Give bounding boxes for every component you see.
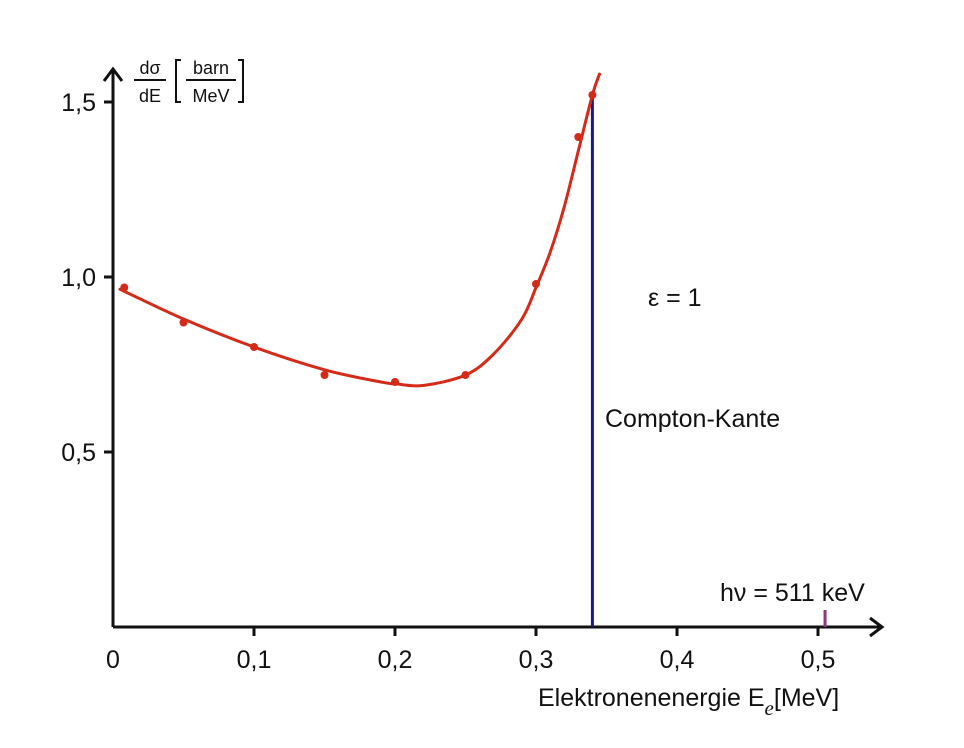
y-tick-label: 0,5 (61, 439, 96, 467)
xlabel-subscript: e (765, 696, 774, 720)
data-points (120, 91, 597, 386)
ticks (104, 100, 820, 636)
data-point (532, 280, 540, 288)
fit-curve (118, 72, 601, 388)
epsilon-annotation: ε = 1 (648, 284, 702, 312)
data-point (179, 318, 188, 327)
y-tick-label: 1,5 (61, 89, 96, 117)
y-axis-label: dσ dE barn MeV (134, 58, 244, 106)
x-tick-label: 0,2 (378, 646, 413, 674)
axes (102, 66, 885, 638)
x-tick-label: 0,1 (237, 646, 272, 674)
data-point (461, 371, 470, 379)
data-point (391, 378, 399, 386)
photon-energy-annotation: hν = 511 keV (720, 579, 865, 607)
x-tick-label: 0 (106, 646, 120, 674)
data-point (320, 371, 329, 379)
data-point (250, 343, 258, 351)
tick-labels: 0 0,1 0,2 0,3 0,4 0,5 0,5 1,0 1,5 (61, 89, 835, 674)
x-tick-label: 0,4 (660, 646, 695, 674)
ylabel-frac-top: dσ (139, 58, 160, 78)
x-tick-label: 0,5 (801, 646, 836, 674)
xlabel-main: Elektronenenergie E (538, 684, 765, 712)
xlabel-unit: [MeV] (774, 684, 839, 712)
compton-edge-annotation: Compton-Kante (605, 405, 780, 433)
y-tick-label: 1,0 (61, 264, 96, 292)
ylabel-right-bracket (238, 59, 244, 103)
x-axis-label: Elektronenenergie Ee[MeV] (538, 684, 839, 720)
x-tick-label: 0,3 (519, 646, 554, 674)
x-axis-arrowhead (869, 616, 885, 638)
ylabel-unit-bottom: MeV (192, 86, 229, 106)
data-point (574, 133, 583, 141)
data-point (588, 91, 597, 99)
data-point (120, 283, 129, 292)
ylabel-left-bracket (175, 59, 181, 103)
ylabel-frac-bottom: dE (139, 86, 161, 106)
ylabel-unit-top: barn (193, 58, 229, 78)
y-axis-arrowhead (102, 66, 124, 82)
